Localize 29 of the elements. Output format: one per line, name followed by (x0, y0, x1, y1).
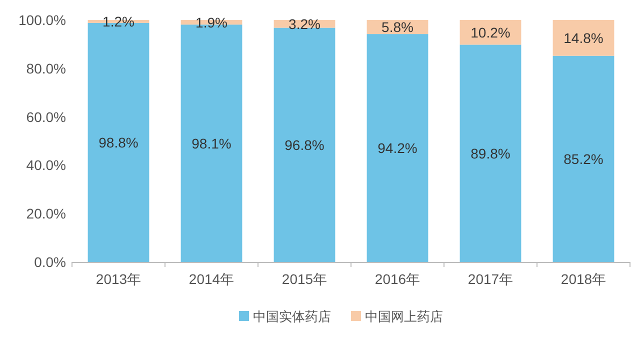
y-tick-label: 100.0% (18, 12, 66, 28)
bar (552, 20, 614, 56)
data-label: 3.2% (288, 16, 320, 32)
data-label: 98.8% (98, 134, 138, 150)
x-tick-label: 2016年 (374, 271, 420, 287)
x-tick-label: 2014年 (188, 271, 234, 287)
x-tick-label: 2015年 (282, 271, 328, 287)
legend-label: 中国实体药店 (253, 309, 331, 324)
y-tick-label: 0.0% (34, 254, 66, 270)
x-tick-label: 2017年 (468, 271, 514, 287)
y-tick-label: 80.0% (26, 60, 66, 76)
data-label: 14.8% (564, 30, 604, 46)
y-tick-label: 60.0% (26, 108, 66, 125)
bar (274, 28, 336, 262)
y-tick-label: 20.0% (26, 206, 66, 222)
data-label: 10.2% (470, 24, 510, 40)
legend-label: 中国网上药店 (365, 309, 443, 324)
data-label: 89.8% (470, 145, 510, 162)
x-tick-label: 2013年 (96, 271, 142, 287)
bar (552, 56, 614, 262)
data-label: 98.1% (192, 135, 232, 152)
data-label: 96.8% (284, 136, 324, 153)
data-label: 94.2% (378, 140, 418, 156)
y-tick-label: 40.0% (26, 157, 66, 174)
data-label: 5.8% (382, 19, 414, 36)
bar (366, 34, 428, 262)
bar (460, 44, 522, 262)
x-tick-label: 2018年 (560, 271, 606, 287)
data-label: 85.2% (564, 150, 604, 167)
